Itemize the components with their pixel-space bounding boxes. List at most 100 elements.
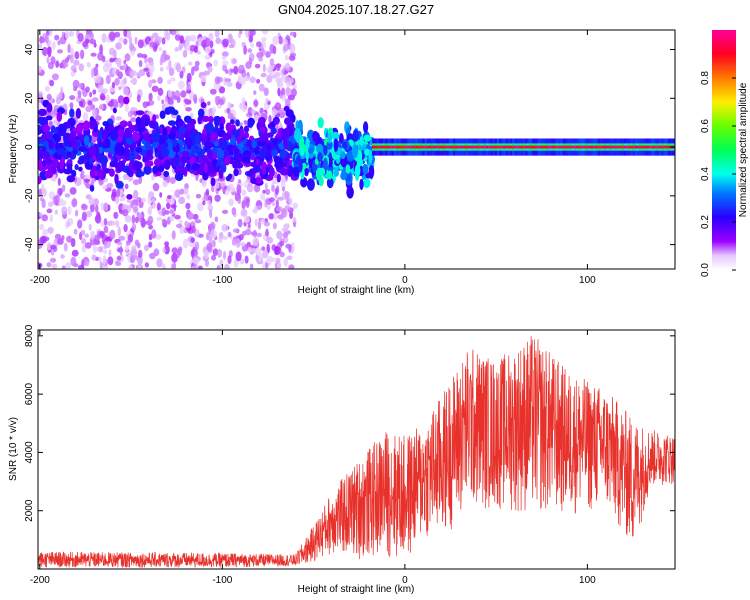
spectrogram-noise-cell [253,229,257,239]
spectrogram-noise-cell [230,68,235,73]
snr-series-line [38,335,675,569]
spectrogram-transition-cell [317,152,323,163]
snr-x-axis-title: Height of straight line (km) [298,584,415,595]
spectrogram-noise-cell [252,247,257,254]
spectrogram-band-cell [56,111,63,122]
spectrogram-noise-cell [123,30,127,38]
spectrogram-noise-cell [224,78,232,83]
spectrogram-noise-cell [84,233,89,238]
spectrogram-noise-cell [117,241,123,246]
spectrogram-band-cell [133,162,140,171]
spectrogram-band-cell [41,159,47,167]
spectrogram-line-core [621,145,625,149]
spectrogram-noise-cell [220,179,226,188]
spectrogram-band-cell [279,168,289,176]
spectrogram-noise-cell [116,188,121,198]
spectrogram-line-core [450,145,455,149]
spectrogram-band-cell [285,109,294,118]
spectrogram-noise-cell [284,205,291,210]
spectrogram-noise-cell [222,235,229,240]
spectrogram-noise-cell [264,182,268,191]
spectrogram-band-cell [282,139,288,145]
spectrogram-noise-cell [285,76,291,82]
spectrogram-transition-cell [365,172,373,179]
spectrogram-band-cell [63,168,72,175]
spectrogram-noise-cell [284,62,291,72]
spectrogram-noise-cell [46,208,53,214]
spectrogram-noise-cell [97,76,101,84]
spectrogram-noise-cell [78,264,85,269]
spectrogram-noise-cell [71,249,79,257]
snr-y-tick-label: 2000 [24,499,35,522]
spectrogram-noise-cell [169,209,174,214]
spectrogram-noise-cell [235,238,241,248]
spectrogram-line-core [503,145,507,149]
spectrogram-line-core [374,145,378,149]
spectrogram-line-core [551,145,555,149]
spectrogram-noise-cell [213,59,218,67]
spectrogram-noise-cell [203,249,209,259]
spectrogram-noise-cell [231,238,237,246]
spectrogram-line-core [525,145,529,149]
spectrogram-band-cell [250,161,255,167]
spectrogram-noise-cell [182,49,188,58]
spectrogram-noise-cell [174,33,181,41]
spectrogram-band-cell [174,172,184,182]
spectrogram-transition-cell [362,163,369,175]
spectrogram-noise-cell [186,89,192,94]
spectrogram-noise-cell [237,218,243,228]
spectrogram-noise-cell [176,30,180,36]
spectrogram-noise-cell [78,82,84,90]
spectrogram-noise-cell [272,35,280,45]
spectrogram-noise-cell [258,83,265,92]
spectrogram-noise-cell [254,63,261,69]
spectrogram-band-cell [78,134,84,142]
spectrogram-noise-cell [101,33,107,43]
spectrogram-noise-cell [133,206,139,213]
spectrogram-noise-cell [122,209,129,217]
spectrogram-noise-cell [115,116,122,121]
spectrogram-noise-cell [235,251,242,262]
spectrogram-line-core [663,145,667,149]
spectrogram-noise-cell [221,51,229,57]
spectrogram-line-core [422,145,426,149]
spectrogram-noise-cell [78,100,84,107]
spectrogram-noise-cell [124,183,129,190]
spectrogram-noise-cell [170,30,177,36]
spectrogram-noise-cell [91,97,99,102]
spectrogram-band-cell [55,141,60,151]
spectrogram-noise-cell [38,65,42,73]
spectrogram-line-core [648,145,652,149]
spectrogram-noise-cell [276,64,281,72]
spectrogram-noise-cell [177,80,185,90]
spectrogram-band-cell [135,110,145,116]
spectrogram-line-core [431,145,435,149]
spectrogram-noise-cell [148,92,153,102]
spectrogram-noise-cell [150,79,157,84]
spectrogram-noise-cell [271,201,275,207]
spectrogram-band-cell [247,120,254,128]
spectrogram-noise-cell [211,254,216,261]
snr-y-axis-title: SNR (10 * v/v) [8,417,19,481]
spectrogram-noise-cell [269,58,275,66]
spectrogram-y-tick-label: 20 [24,92,35,104]
spectrogram-noise-cell [289,43,296,54]
chart-title: GN04.2025.107.18.27.G27 [278,2,434,17]
colorbar-tick-label: 0.8 [700,71,711,85]
spectrogram-noise-cell [212,240,216,248]
spectrogram-band-cell [279,149,288,159]
spectrogram-band-cell [174,157,180,166]
spectrogram-transition-cell [317,117,324,129]
spectrogram-noise-cell [55,60,60,68]
spectrogram-noise-cell [202,196,207,202]
spectrogram-noise-cell [48,201,54,208]
spectrogram-noise-cell [222,209,229,214]
spectrogram-band-cell [148,120,156,129]
spectrogram-line-core [608,145,612,149]
spectrogram-band-cell [144,117,150,127]
spectrogram-noise-cell [137,213,142,219]
spectrogram-noise-cell [221,224,229,232]
spectrogram-line-core [597,145,601,149]
spectrogram-line-core [464,145,468,149]
spectrogram-noise-cell [180,90,187,98]
